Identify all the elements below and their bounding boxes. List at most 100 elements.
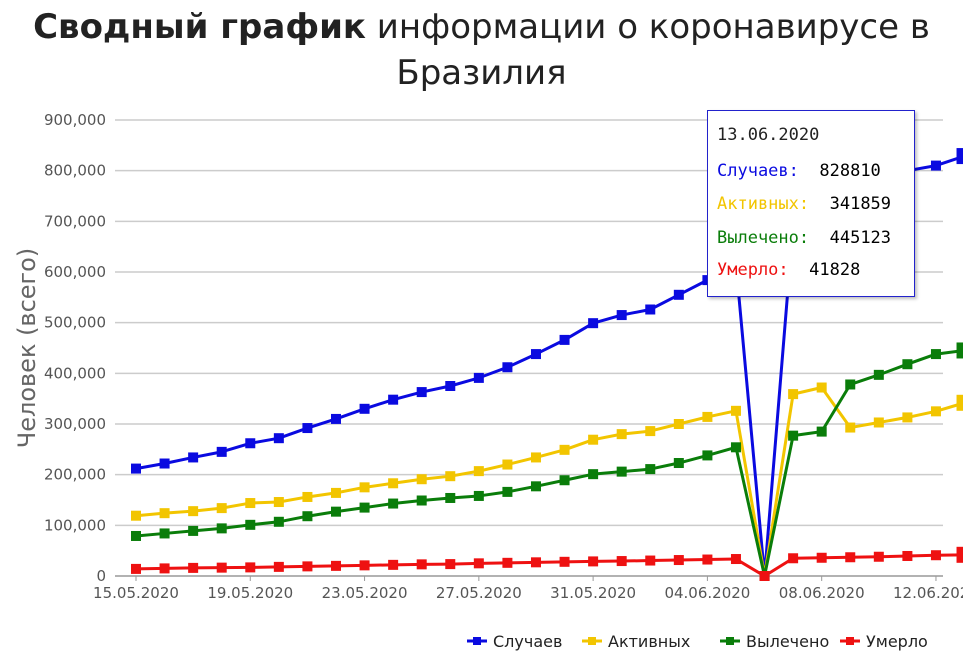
tooltip-row-recovered: Вылечено: 445123	[717, 228, 891, 248]
data-point-1	[956, 394, 963, 411]
data-point-2	[359, 502, 370, 513]
data-point-2	[588, 469, 599, 480]
data-point-2	[816, 426, 827, 437]
y-tick-label: 300,000	[44, 415, 106, 433]
tooltip-value-deaths: 41828	[809, 260, 861, 280]
data-point-0	[188, 452, 199, 463]
data-point-0	[473, 372, 484, 383]
data-point-0	[273, 433, 284, 444]
data-point-1	[388, 478, 399, 489]
series-line-2	[135, 349, 963, 578]
data-point-0	[445, 381, 456, 391]
data-point-3	[873, 551, 884, 562]
data-point-2	[873, 369, 884, 380]
data-point-3	[216, 562, 227, 573]
data-point-3	[645, 555, 656, 566]
data-point-2	[216, 523, 227, 534]
data-point-3	[330, 560, 341, 571]
y-tick-label: 100,000	[44, 516, 106, 534]
data-point-0	[930, 160, 941, 171]
y-tick-label: 200,000	[44, 466, 106, 484]
data-point-2	[188, 525, 199, 536]
x-tick-label: 31.05.2020	[550, 584, 636, 602]
series-line-3	[135, 553, 963, 578]
tooltip-label-cases: Случаев:	[717, 161, 799, 181]
data-point-2	[616, 466, 627, 477]
data-point-1	[559, 444, 570, 455]
legend-label: Умерло	[866, 632, 928, 651]
chart-title-bold: Сводный график	[33, 7, 366, 47]
data-point-3	[245, 562, 256, 573]
y-tick-label: 500,000	[44, 314, 106, 332]
tooltip-label-recovered: Вылечено:	[717, 228, 810, 248]
data-point-3	[702, 554, 713, 565]
data-point-0	[131, 463, 141, 474]
data-point-0	[956, 148, 963, 165]
chart-title-rest: информации о коронавирусе в Бразилия	[365, 7, 930, 93]
data-point-1	[502, 459, 513, 470]
x-tick-label: 23.05.2020	[322, 584, 408, 602]
data-point-0	[673, 289, 684, 300]
data-point-1	[473, 466, 484, 477]
data-point-0	[530, 349, 541, 360]
data-point-0	[502, 362, 513, 373]
data-point-3	[273, 561, 284, 572]
tooltip-row-active: Активных: 341859	[717, 194, 891, 214]
data-point-1	[273, 497, 284, 508]
data-point-3	[588, 556, 599, 567]
data-point-3	[502, 557, 513, 568]
data-point-1	[930, 406, 941, 417]
data-point-3	[445, 559, 456, 570]
data-point-0	[588, 318, 599, 329]
data-point-2	[673, 458, 684, 469]
data-point-2	[416, 495, 427, 506]
data-point-1	[902, 412, 913, 423]
data-point-2	[159, 528, 170, 539]
data-point-2	[530, 481, 541, 492]
tooltip-row-deaths: Умерло: 41828	[717, 260, 860, 280]
y-tick-label: 0	[96, 567, 106, 585]
data-point-3	[902, 550, 913, 561]
data-point-3	[388, 559, 399, 570]
data-point-2	[473, 490, 484, 501]
y-tick-label: 400,000	[44, 364, 106, 382]
data-point-1	[616, 429, 627, 440]
tooltip-value-cases: 828810	[819, 161, 881, 181]
tooltip-row-cases: Случаев: 828810	[717, 161, 881, 181]
data-point-2	[902, 359, 913, 370]
data-point-1	[159, 508, 170, 519]
data-point-2	[788, 430, 799, 441]
data-point-3	[188, 562, 199, 573]
data-point-0	[216, 446, 227, 457]
data-point-1	[530, 452, 541, 463]
x-tick-label: 04.06.2020	[664, 584, 750, 602]
data-point-1	[673, 419, 684, 429]
data-point-1	[216, 503, 227, 514]
data-point-0	[645, 304, 656, 315]
data-point-3	[956, 546, 963, 563]
tooltip-value-active: 341859	[829, 194, 892, 214]
data-point-1	[873, 417, 884, 428]
data-point-0	[616, 310, 627, 321]
data-point-2	[502, 486, 513, 497]
data-point-0	[359, 403, 370, 414]
data-point-2	[956, 342, 963, 359]
data-point-0	[330, 413, 341, 424]
y-tick-label: 600,000	[44, 263, 106, 281]
data-point-3	[559, 556, 570, 567]
data-point-0	[416, 387, 427, 398]
series-line-1	[135, 386, 963, 578]
data-tooltip: 13.06.2020 Случаев: 828810 Активных: 341…	[707, 110, 915, 297]
data-point-1	[302, 491, 313, 502]
data-point-1	[702, 411, 713, 422]
y-tick-label: 800,000	[44, 162, 106, 180]
legend-marker	[846, 637, 854, 645]
data-point-1	[330, 487, 341, 498]
data-point-3	[473, 558, 484, 569]
data-point-1	[131, 510, 141, 521]
data-point-1	[188, 506, 199, 517]
tooltip-date: 13.06.2020	[717, 125, 820, 145]
data-point-3	[673, 555, 684, 566]
data-point-3	[302, 561, 313, 572]
